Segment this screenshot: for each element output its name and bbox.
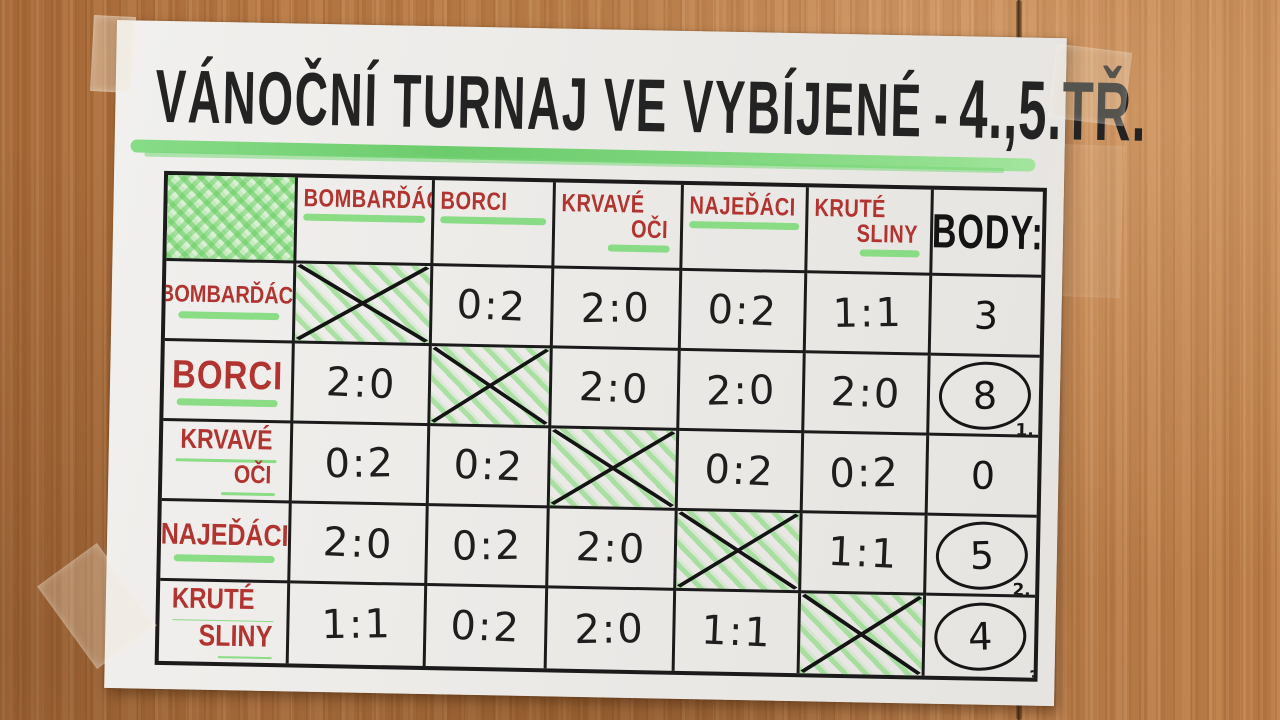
highlight-mark: [221, 491, 275, 497]
self-match-cell: [294, 263, 434, 347]
points-cell-krvave-oci: 0: [927, 435, 1039, 518]
rank-annotation: 2.: [1012, 579, 1031, 598]
highlight-mark: [178, 310, 280, 320]
column-header-bombardaci: BOMBARĎÁCI: [296, 177, 435, 267]
rank-annotation: 1.: [1015, 419, 1034, 438]
corner-hatched-cell: [166, 175, 299, 264]
points-cell-najedaci: 5 2.: [926, 515, 1037, 598]
match-score-cell: 2:0: [804, 353, 931, 436]
rank-annotation: 3.: [1029, 668, 1036, 678]
match-score-cell: 1:1: [801, 513, 928, 596]
row-label-bombardaci: BOMBARĎÁCI: [164, 260, 297, 344]
match-score-cell: 0:2: [425, 586, 549, 669]
points-cell-bombardaci: 3: [930, 275, 1042, 358]
highlight-mark: [218, 656, 272, 660]
row-label-krvave-oci: KRVAVÉ OČI: [161, 420, 294, 504]
self-match-cell: [430, 346, 553, 429]
column-header-najedaci: NAJEĎÁCI: [682, 184, 809, 274]
tournament-poster: VÁNOČNÍ TURNAJ VE VYBÍJENÉ - 4.,5.TŘ. BO…: [104, 20, 1148, 707]
title-main-text: VÁNOČNÍ TURNAJ VE VYBÍJENÉ: [154, 53, 924, 153]
x-mark-icon: [676, 511, 799, 590]
points-column-header: BODY:: [932, 189, 1043, 278]
match-score-cell: 2:0: [552, 268, 683, 351]
points-cell-krute-sliny: 43.: [925, 596, 1036, 678]
highlight-mark: [173, 553, 275, 563]
self-match-cell: [799, 593, 927, 676]
match-score-cell: 0:2: [802, 433, 930, 516]
results-table: BOMBARĎÁCI BORCI KRVAVÉ OČI NAJEĎÁCI KRU…: [154, 170, 1047, 682]
tape-strip-top-left: [90, 14, 136, 94]
column-header-borci: BORCI: [433, 180, 556, 269]
points-circle: 4: [932, 601, 1027, 673]
match-score-cell: 1:1: [288, 583, 428, 667]
highlight-mark: [176, 398, 278, 408]
match-score-cell: 2:0: [679, 350, 806, 434]
self-match-cell: [676, 510, 803, 594]
x-mark-icon: [431, 346, 550, 425]
tape-strip-top-right: [1047, 43, 1133, 127]
match-score-cell: 0:2: [291, 423, 431, 507]
self-match-cell: [549, 428, 680, 511]
match-score-cell: 2:0: [551, 348, 681, 431]
match-score-cell: 0:2: [677, 430, 805, 514]
points-cell-borci: 8 1.: [929, 355, 1040, 438]
x-mark-icon: [295, 264, 430, 343]
column-header-krvave-oci: KRVAVÉ OČI: [554, 182, 684, 271]
match-score-cell: 2:0: [546, 588, 677, 671]
x-mark-icon: [800, 593, 923, 676]
match-score-cell: 2:0: [293, 343, 432, 427]
match-score-cell: 2:0: [290, 503, 429, 587]
match-score-cell: 0:2: [680, 270, 808, 354]
title-dash: -: [933, 76, 949, 152]
match-score-cell: 0:2: [431, 266, 555, 349]
x-mark-icon: [550, 428, 676, 508]
row-label-krute-sliny: KRUTÉ SLINY: [158, 580, 291, 664]
column-header-krute-sliny: KRUTÉ SLINY: [807, 187, 934, 276]
tape-strip-right-middle: [1051, 143, 1125, 299]
match-score-cell: 2:0: [548, 508, 678, 591]
row-label-borci: BORCI: [163, 340, 295, 424]
match-score-cell: 0:2: [428, 426, 552, 509]
match-score-cell: 0:2: [427, 506, 550, 589]
match-score-cell: 1:1: [674, 590, 802, 674]
match-score-cell: 1:1: [805, 273, 933, 356]
row-label-najedaci: NAJEĎÁCI: [160, 500, 292, 584]
